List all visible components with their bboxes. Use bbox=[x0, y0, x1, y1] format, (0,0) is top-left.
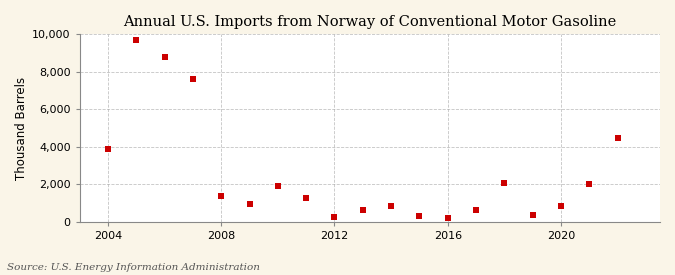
Point bbox=[499, 181, 510, 186]
Point bbox=[216, 194, 227, 199]
Point bbox=[329, 215, 340, 219]
Point bbox=[556, 204, 566, 208]
Point bbox=[612, 136, 623, 141]
Point bbox=[527, 213, 538, 217]
Point bbox=[357, 207, 368, 212]
Y-axis label: Thousand Barrels: Thousand Barrels bbox=[15, 76, 28, 180]
Point bbox=[385, 204, 396, 208]
Point bbox=[470, 208, 481, 213]
Text: Source: U.S. Energy Information Administration: Source: U.S. Energy Information Administ… bbox=[7, 263, 260, 272]
Point bbox=[414, 214, 425, 218]
Point bbox=[159, 55, 170, 59]
Point bbox=[188, 77, 198, 81]
Point bbox=[103, 147, 113, 151]
Point bbox=[131, 38, 142, 42]
Point bbox=[301, 196, 312, 200]
Point bbox=[273, 184, 284, 188]
Point bbox=[584, 182, 595, 186]
Point bbox=[244, 202, 255, 206]
Title: Annual U.S. Imports from Norway of Conventional Motor Gasoline: Annual U.S. Imports from Norway of Conve… bbox=[124, 15, 616, 29]
Point bbox=[442, 216, 453, 220]
